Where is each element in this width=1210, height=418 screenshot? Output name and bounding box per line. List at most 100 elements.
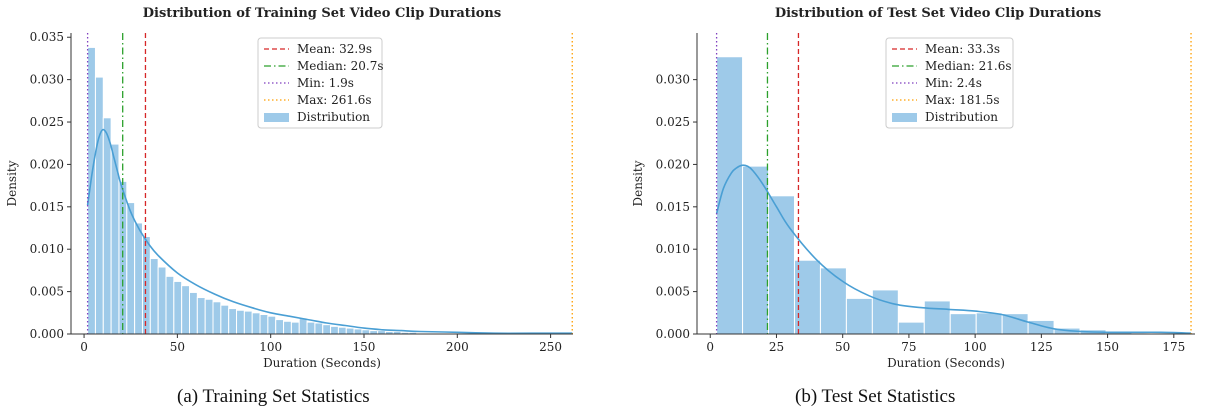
histogram-bar <box>173 280 183 335</box>
histogram-bar <box>345 327 355 335</box>
x-tick-label: 0 <box>80 340 88 354</box>
histogram-bar <box>975 312 1003 335</box>
histogram-bar <box>314 322 324 335</box>
histogram-bar <box>330 325 339 335</box>
legend-label: Min: 1.9s <box>297 76 354 90</box>
legend-box <box>257 37 383 129</box>
histogram-bar <box>290 321 300 335</box>
histogram-bar <box>298 317 308 335</box>
y-tick-label: 0.020 <box>656 157 690 171</box>
histogram-bar <box>267 315 277 335</box>
histogram-bar <box>353 328 363 335</box>
histogram-bar <box>1001 313 1029 335</box>
y-tick-label: 0.020 <box>30 157 64 171</box>
kde-curve <box>715 164 1192 334</box>
chart-figure: Distribution of Training Set Video Clip … <box>5 6 1195 370</box>
legend: Mean: 33.3s Median: 21.6s Min: 2.4s Max: 18… <box>885 37 1014 129</box>
histogram-bar <box>275 319 285 335</box>
histogram-bar <box>134 222 143 335</box>
caption-a: (a) Training Set Statistics <box>177 386 370 407</box>
x-tick-label: 50 <box>835 340 850 354</box>
y-tick-label: 0.010 <box>656 242 690 256</box>
histogram-bar <box>923 300 951 335</box>
x-tick-label: 0 <box>706 340 714 354</box>
histogram-bar <box>189 291 198 335</box>
histogram-bar <box>102 117 112 335</box>
histogram-bar <box>949 313 977 335</box>
histogram-bar <box>845 297 873 335</box>
histogram-bar <box>361 329 371 335</box>
histogram-bar <box>204 298 214 335</box>
y-tick-label: 0.025 <box>30 115 64 129</box>
histogram-bar <box>94 76 104 335</box>
x-tick-label: 200 <box>446 340 469 354</box>
chart-title: Distribution of Test Set Video Clip Dura… <box>775 6 1101 21</box>
y-tick-label: 0.030 <box>656 73 690 87</box>
histogram-bar <box>126 202 136 335</box>
legend-label: Distribution <box>297 110 370 124</box>
x-tick-label: 150 <box>1096 340 1119 354</box>
x-tick-label: 125 <box>1030 340 1053 354</box>
histogram-bar <box>165 275 175 335</box>
histogram-bar <box>87 46 96 335</box>
x-tick-label: 100 <box>259 340 282 354</box>
histogram-bar <box>369 330 379 335</box>
histogram-bar <box>228 308 238 335</box>
caption-b: (b) Test Set Statistics <box>795 386 956 407</box>
legend-label: Max: 181.5s <box>925 93 1000 107</box>
x-tick-label: 25 <box>769 340 784 354</box>
histogram-bar <box>742 165 770 335</box>
legend-box <box>885 37 1014 129</box>
histogram-bar <box>149 258 159 335</box>
histogram-bar <box>141 235 151 335</box>
x-tick-label: 250 <box>539 340 562 354</box>
chart-panel-1: Distribution of Test Set Video Clip Dura… <box>631 6 1195 370</box>
legend-label: Max: 261.6s <box>297 93 372 107</box>
histogram-bar <box>220 304 230 335</box>
histogram-bar <box>897 321 925 335</box>
legend-label: Mean: 32.9s <box>297 42 372 56</box>
legend-handle <box>264 113 289 122</box>
x-tick-label: 150 <box>353 340 376 354</box>
y-tick-label: 0.030 <box>30 73 64 87</box>
x-tick-label: 100 <box>964 340 987 354</box>
histogram-bar <box>768 195 795 335</box>
x-axis-label: Duration (Seconds) <box>887 356 1005 370</box>
y-tick-label: 0.035 <box>30 30 64 44</box>
legend-handle <box>892 113 917 122</box>
y-tick-label: 0.000 <box>656 327 690 341</box>
histogram-bar <box>157 266 167 335</box>
y-tick-label: 0.015 <box>656 200 690 214</box>
x-tick-label: 175 <box>1162 340 1185 354</box>
legend-label: Median: 20.7s <box>297 59 384 73</box>
x-axis-label: Duration (Seconds) <box>263 356 381 370</box>
y-tick-label: 0.000 <box>30 327 64 341</box>
y-tick-label: 0.005 <box>30 285 64 299</box>
histogram-bar <box>251 312 261 335</box>
y-axis-label: Density <box>5 160 19 206</box>
x-tick-label: 75 <box>901 340 916 354</box>
legend-label: Median: 21.6s <box>925 59 1012 73</box>
chart-title: Distribution of Training Set Video Clip … <box>143 6 501 21</box>
legend-label: Mean: 33.3s <box>925 42 1000 56</box>
y-tick-label: 0.015 <box>30 200 64 214</box>
legend: Mean: 32.9s Median: 20.7s Min: 1.9s Max: 26… <box>257 37 384 129</box>
legend-label: Distribution <box>925 110 998 124</box>
histogram-bar <box>871 289 899 335</box>
y-tick-label: 0.005 <box>656 285 690 299</box>
histogram-bar <box>819 267 847 335</box>
chart-panel-0: Distribution of Training Set Video Clip … <box>5 6 573 370</box>
histogram-bar <box>322 324 332 335</box>
histogram-bar <box>337 326 347 335</box>
histogram-bar <box>196 297 206 335</box>
histogram-bar <box>283 320 292 335</box>
histogram-bar <box>306 321 316 335</box>
histogram-bar <box>377 330 386 335</box>
legend-label: Min: 2.4s <box>925 76 982 90</box>
y-axis-label: Density <box>631 160 645 206</box>
kde-curve <box>86 128 573 335</box>
histogram-bar <box>212 301 222 335</box>
histogram-bar <box>181 285 191 335</box>
histogram-bar <box>259 313 269 335</box>
histogram-bar <box>236 309 245 335</box>
